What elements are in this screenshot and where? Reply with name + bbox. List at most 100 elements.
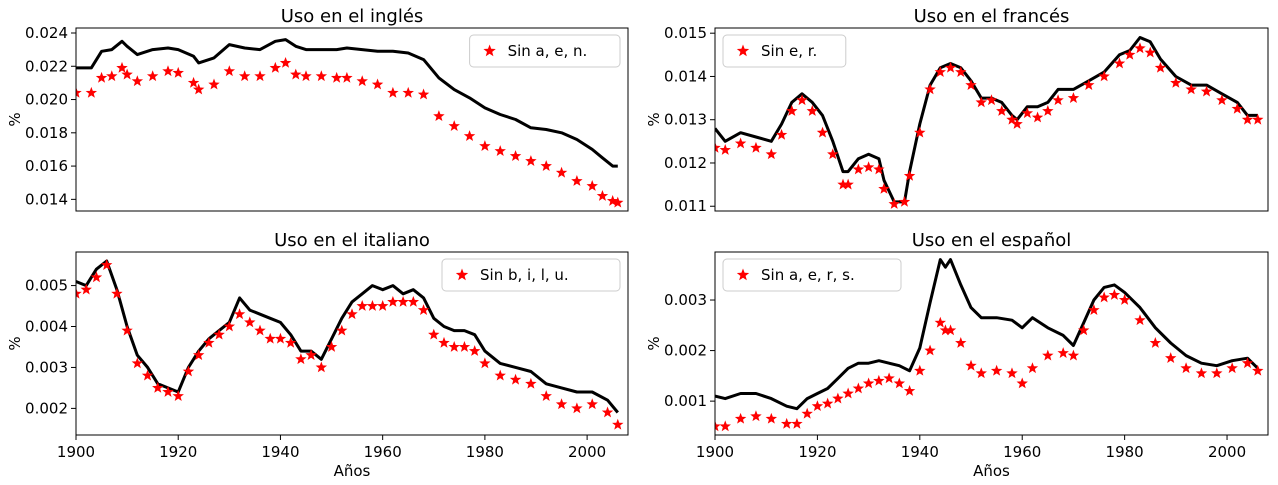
series-point-star	[438, 336, 450, 348]
y-tick-label: 0.014	[664, 67, 707, 85]
series-point-star	[555, 398, 568, 410]
x-tick-label: 1960	[1003, 443, 1041, 461]
series-point-star	[883, 372, 895, 384]
series-point-star	[1154, 61, 1167, 73]
y-tick-label: 0.002	[25, 399, 68, 417]
legend-box	[722, 258, 902, 292]
y-tick-label: 0.002	[664, 342, 707, 360]
series-point-star	[586, 180, 598, 191]
series-point-star	[888, 198, 900, 209]
legend-label: Sin a, e, r, s.	[761, 266, 855, 284]
series-point-star	[1057, 347, 1069, 358]
series-point-star	[555, 166, 568, 178]
series-point-star	[274, 332, 287, 344]
series-point-star	[1144, 46, 1156, 58]
series-point-star	[407, 295, 420, 307]
series-point-star	[290, 68, 302, 80]
series-point-star	[146, 70, 159, 82]
series-point-star	[750, 410, 762, 422]
series-point-star	[965, 359, 977, 371]
series-point-star	[269, 61, 282, 73]
series-point-star	[463, 130, 476, 141]
y-tick-label: 0.022	[25, 57, 68, 75]
series-point-star	[612, 418, 624, 430]
x-tick-label: 1920	[798, 443, 836, 461]
series-point-star	[203, 336, 215, 348]
series-point-star	[1170, 76, 1182, 88]
legend-star-marker	[736, 268, 750, 281]
series-point-star	[95, 71, 108, 83]
series-point-star	[924, 344, 936, 356]
series-point-star	[172, 390, 184, 401]
series-point-star	[1226, 362, 1238, 374]
series-point-star	[1016, 377, 1028, 389]
series-point-star	[300, 70, 312, 82]
legend-star-marker	[483, 44, 496, 57]
series-line-total	[715, 258, 1259, 411]
y-axis-label: %	[6, 112, 24, 126]
series-point-star	[279, 56, 292, 68]
series-point-star	[816, 126, 829, 138]
series-point-star	[330, 71, 343, 83]
x-tick-label: 1900	[57, 443, 95, 461]
series-point-star	[80, 283, 92, 295]
series-point-star	[715, 420, 721, 432]
series-point-star	[719, 144, 731, 155]
series-point-star	[924, 83, 936, 95]
series-point-star	[315, 70, 328, 82]
series-point-star	[494, 145, 506, 156]
series-point-star	[233, 308, 246, 320]
legend: Sin a, e, n.	[469, 34, 621, 68]
series-point-star	[1134, 42, 1146, 54]
series-point-star	[862, 377, 875, 389]
plot-area	[715, 258, 1264, 432]
series-point-star	[914, 364, 926, 376]
series-point-star	[806, 105, 818, 116]
series-point-star	[786, 105, 798, 116]
series-point-star	[111, 287, 123, 299]
series-point-star	[852, 163, 865, 175]
series-point-star	[985, 94, 998, 106]
series-point-star	[1042, 349, 1054, 361]
chart-panel-4: Uso en el español% Años 0.001 0.002 0.003 190…	[645, 230, 1269, 480]
series-point-star	[387, 86, 399, 98]
series-point-star	[873, 374, 885, 386]
series-point-star	[366, 300, 379, 311]
y-tick-label: 0.003	[25, 358, 68, 376]
series-point-star	[596, 190, 609, 201]
axes-frame	[75, 27, 629, 212]
series-point-star	[715, 141, 721, 153]
series-point-star	[106, 70, 118, 82]
series-point-star	[1006, 113, 1018, 125]
series-point-star	[121, 68, 133, 80]
series-point-star	[85, 86, 98, 98]
series-point-star	[775, 128, 788, 140]
series-point-star	[1026, 362, 1039, 374]
y-tick-label: 0.012	[664, 154, 707, 172]
x-tick-label: 1980	[1106, 443, 1144, 461]
series-point-star	[433, 110, 445, 122]
series-point-star	[1083, 79, 1095, 90]
legend-label: Sin e, r.	[761, 42, 817, 60]
x-tick-label: 1940	[261, 443, 299, 461]
series-point-star	[965, 79, 977, 90]
series-point-star	[1042, 105, 1054, 116]
series-point-star	[402, 86, 414, 98]
series-point-star	[934, 66, 946, 77]
chart-panel-1: Uso en el inglés% 0.014 0.016 0.018 0.020 0.0…	[6, 6, 629, 212]
series-point-star	[939, 324, 952, 336]
series-point-star	[586, 398, 598, 410]
series-point-star	[934, 316, 946, 328]
chart-title: Uso en el francés	[914, 6, 1070, 27]
series-point-star	[458, 340, 471, 352]
x-tick-label: 1960	[364, 443, 402, 461]
series-point-star	[944, 324, 957, 336]
series-point-star	[837, 178, 849, 190]
series-point-star	[1113, 57, 1126, 69]
plot-area	[76, 38, 624, 208]
series-point-star	[750, 141, 762, 153]
series-point-star	[996, 105, 1008, 116]
series-point-star	[387, 295, 399, 307]
series-point-star	[305, 349, 317, 361]
